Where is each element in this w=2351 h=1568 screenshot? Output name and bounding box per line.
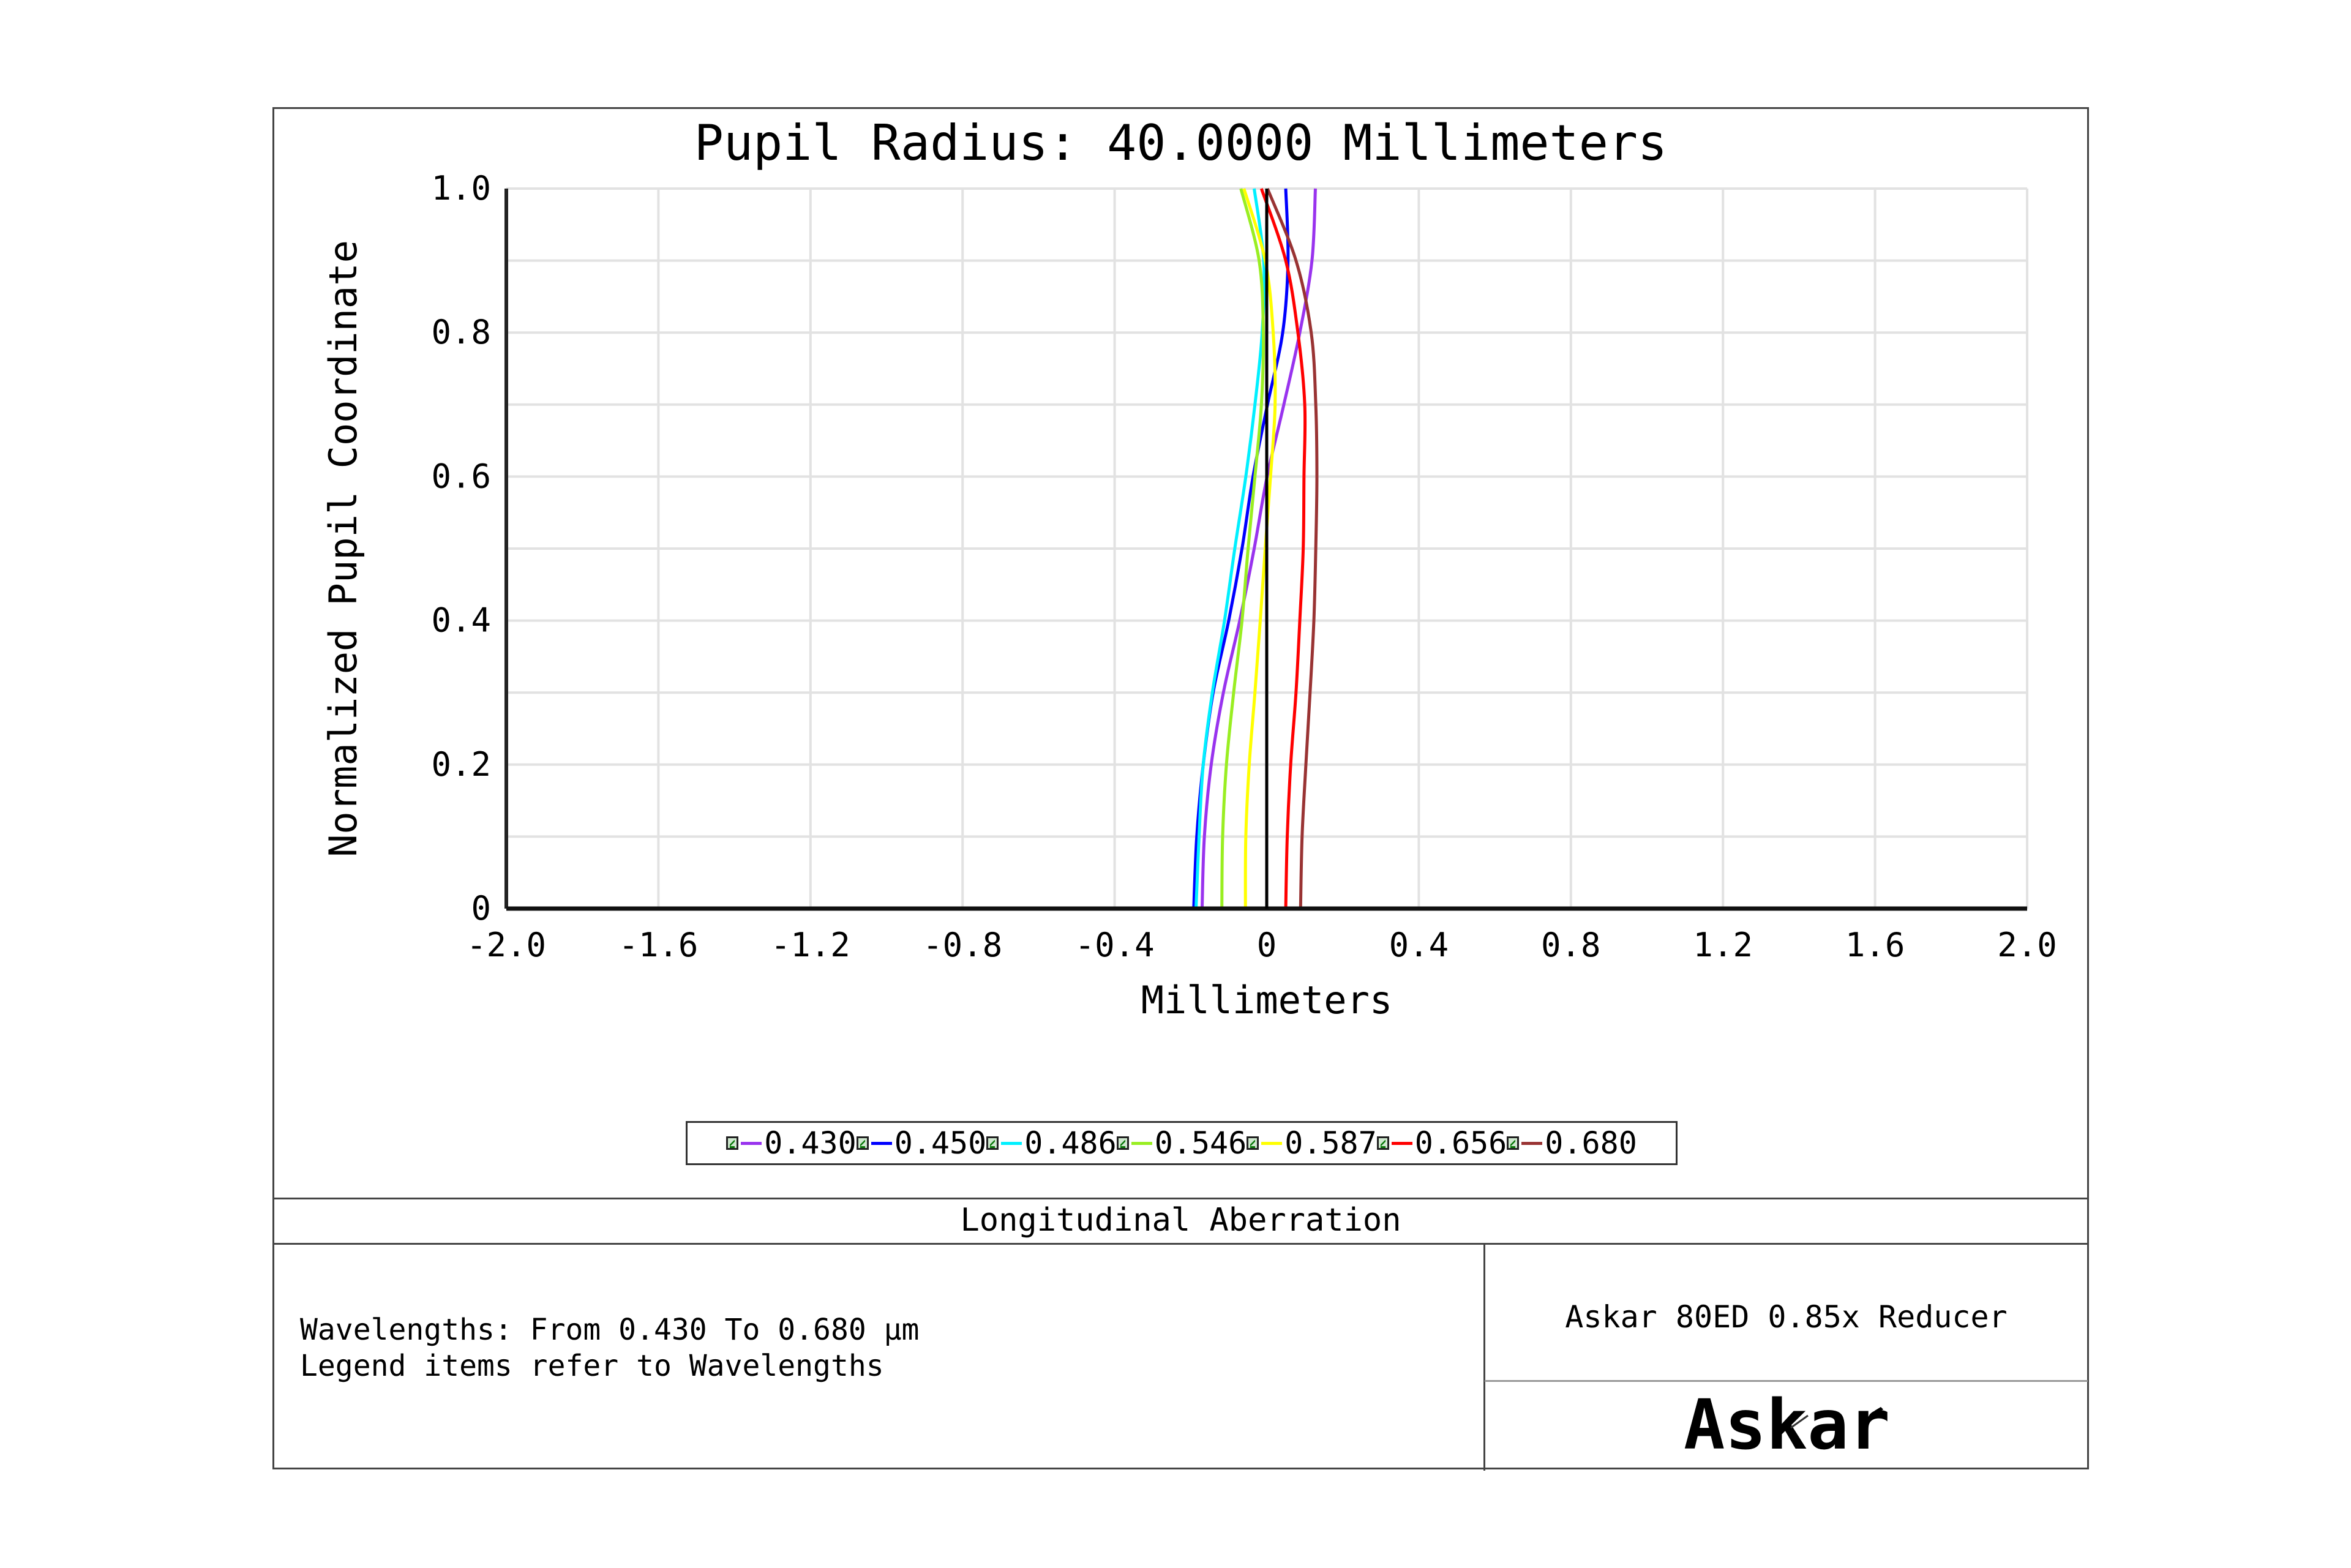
legend-swatch (1001, 1141, 1022, 1145)
plot-frame (272, 107, 2089, 1469)
series-line-0.546 (1220, 188, 1265, 909)
x-tick-label: 2.0 (1997, 926, 2057, 964)
divider (1483, 1244, 1485, 1471)
y-tick-label: 1.0 (431, 169, 491, 208)
legend-swatch (1131, 1141, 1152, 1145)
notes: Wavelengths: From 0.430 To 0.680 µm Legen… (300, 1312, 919, 1384)
legend-label: 0.546 (1154, 1125, 1247, 1161)
y-tick-label: 0 (471, 889, 491, 928)
legend-item[interactable]: 0.486 (986, 1125, 1117, 1161)
legend-label: 0.430 (764, 1125, 857, 1161)
chart-title: Pupil Radius: 40.0000 Millimeters (694, 114, 1668, 171)
logo-text: Askar (1684, 1390, 1890, 1463)
y-tick-label: 0.4 (431, 601, 491, 640)
legend-label: 0.680 (1545, 1125, 1637, 1161)
legend: 0.430 0.450 0.486 0.546 0.587 0.656 0.680 (686, 1121, 1678, 1165)
legend-item[interactable]: 0.680 (1507, 1125, 1637, 1161)
plot-caption: Longitudinal Aberration (960, 1202, 1401, 1239)
x-tick-label: -0.8 (923, 926, 1002, 964)
x-tick-label: 0.8 (1541, 926, 1601, 964)
y-tick-label: 0.6 (431, 457, 491, 495)
x-tick-label: -0.4 (1075, 926, 1155, 964)
checkbox-icon[interactable] (1507, 1136, 1520, 1150)
legend-label: 0.587 (1284, 1125, 1377, 1161)
x-tick-label: -1.6 (618, 926, 698, 964)
checkbox-icon[interactable] (1376, 1136, 1389, 1150)
x-tick-label: -2.0 (467, 926, 546, 964)
x-tick-label: 1.6 (1845, 926, 1905, 964)
y-axis-label: Normalized Pupil Coordinate (321, 240, 366, 857)
divider (1485, 1380, 2088, 1382)
x-tick-label: -1.2 (771, 926, 850, 964)
legend-swatch (1261, 1141, 1283, 1145)
divider (272, 1243, 2089, 1245)
legend-swatch (741, 1141, 762, 1145)
legend-label: 0.656 (1414, 1125, 1507, 1161)
legend-swatch (1521, 1141, 1543, 1145)
axes (504, 189, 2027, 911)
series-line-0.656 (1259, 188, 1307, 909)
x-tick-label: 1.2 (1693, 926, 1753, 964)
legend-item[interactable]: 0.587 (1247, 1125, 1377, 1161)
legend-swatch (871, 1141, 892, 1145)
checkbox-icon[interactable] (1247, 1136, 1259, 1150)
y-tick-label: 0.2 (431, 745, 491, 784)
chart-svg: -2.0 -1.6 -1.2 -0.8 -0.4 0 0.4 0.8 1.2 1.6 2.0 0 0.2… (321, 169, 2057, 1022)
notes-line-2: Legend items refer to Wavelengths (300, 1349, 884, 1383)
legend-label: 0.486 (1024, 1125, 1117, 1161)
product-name: Askar 80ED 0.85x Reducer (1565, 1299, 2008, 1335)
notes-line-1: Wavelengths: From 0.430 To 0.680 µm (300, 1313, 920, 1347)
x-axis-label: Millimeters (1141, 978, 1393, 1022)
checkbox-icon[interactable] (986, 1136, 999, 1150)
tick-labels: -2.0 -1.6 -1.2 -0.8 -0.4 0 0.4 0.8 1.2 1.6 2.0 0 0.2… (431, 169, 2057, 964)
legend-label: 0.450 (894, 1125, 987, 1161)
legend-item[interactable]: 0.656 (1376, 1125, 1507, 1161)
series-line-0.430 (1200, 188, 1317, 909)
checkbox-icon[interactable] (726, 1136, 739, 1150)
checkbox-icon[interactable] (856, 1136, 869, 1150)
y-tick-label: 0.8 (431, 313, 491, 351)
divider (272, 1198, 2089, 1199)
legend-swatch (1391, 1141, 1412, 1145)
legend-item[interactable]: 0.450 (856, 1125, 987, 1161)
series-line-0.680 (1265, 188, 1319, 909)
checkbox-icon[interactable] (1116, 1136, 1129, 1150)
x-tick-label: 0 (1257, 926, 1277, 964)
legend-item[interactable]: 0.546 (1116, 1125, 1247, 1161)
legend-item[interactable]: 0.430 (726, 1125, 857, 1161)
x-tick-label: 0.4 (1389, 926, 1449, 964)
askar-logo: Askar (1684, 1390, 1890, 1463)
